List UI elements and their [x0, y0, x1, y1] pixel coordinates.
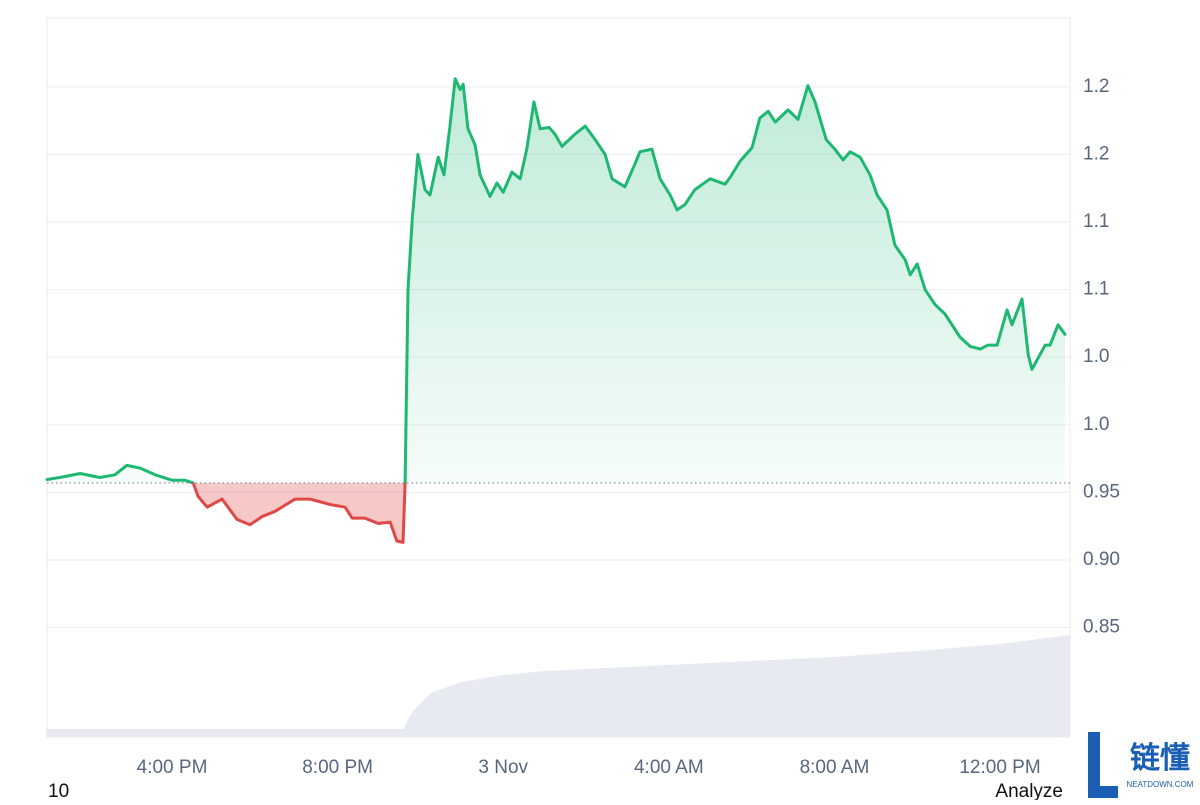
- watermark-text: 链懂: [1130, 741, 1190, 775]
- x-tick-label: 4:00 AM: [634, 757, 704, 778]
- y-tick-label: 1.1: [1083, 211, 1109, 232]
- y-tick-label: 1.2: [1083, 144, 1109, 165]
- x-tick-label: 12:00 PM: [959, 757, 1040, 778]
- y-tick-label: 0.90: [1083, 549, 1120, 570]
- price-area: [47, 78, 1065, 543]
- x-tick-label: 4:00 PM: [137, 757, 208, 778]
- x-tick-label: 8:00 AM: [800, 757, 870, 778]
- x-tick-label: 8:00 PM: [302, 757, 373, 778]
- y-tick-label: 0.85: [1083, 617, 1120, 638]
- x-tick-label: 3 Nov: [478, 757, 528, 778]
- footer-right: Analyze: [995, 781, 1063, 800]
- watermark: 链懂 NEATDOWN.COM: [1088, 732, 1194, 798]
- y-tick-label: 1.0: [1083, 346, 1109, 367]
- y-tick-label: 1.0: [1083, 414, 1109, 435]
- y-tick-label: 1.2: [1083, 76, 1109, 97]
- watermark-subtext: NEATDOWN.COM: [1127, 780, 1194, 789]
- volume-area: [47, 635, 1070, 737]
- y-tick-label: 0.95: [1083, 481, 1120, 502]
- footer-left: 10: [48, 781, 69, 800]
- watermark-logo: [1088, 732, 1118, 798]
- price-line: [45, 77, 1067, 544]
- y-tick-label: 1.1: [1083, 279, 1109, 300]
